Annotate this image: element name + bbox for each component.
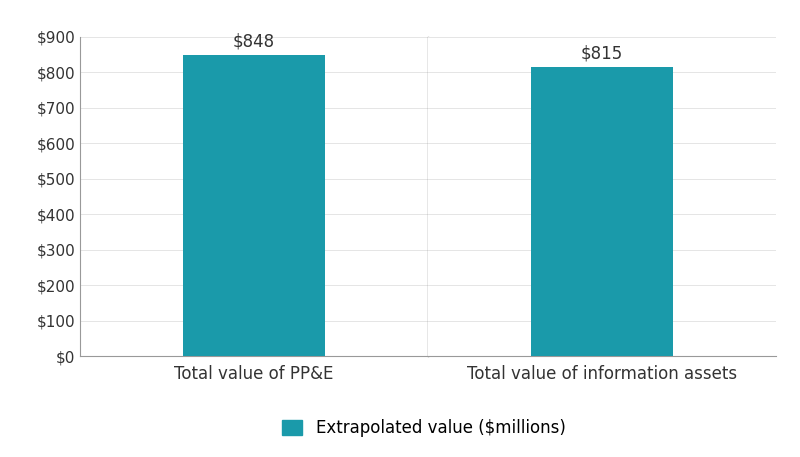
Text: $848: $848 <box>233 33 275 51</box>
Bar <box>531 67 673 356</box>
Bar <box>183 55 325 356</box>
Legend: Extrapolated value ($millions): Extrapolated value ($millions) <box>276 413 572 444</box>
Text: $815: $815 <box>581 44 623 63</box>
